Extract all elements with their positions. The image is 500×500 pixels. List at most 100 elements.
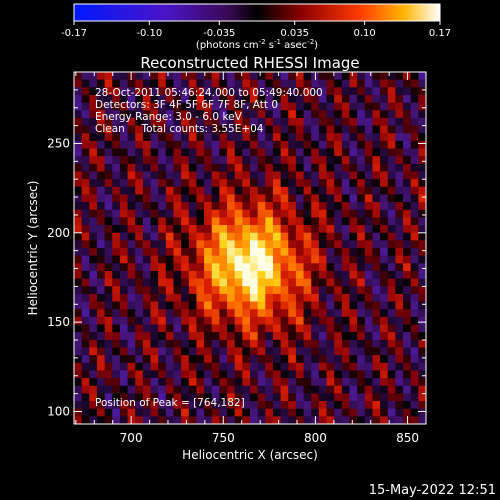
heatmap-cell: [204, 378, 213, 387]
heatmap-cell: [165, 324, 175, 333]
heatmap-cell: [380, 217, 389, 226]
heatmap-cell: [196, 385, 205, 394]
heatmap-cell: [288, 148, 297, 157]
heatmap-cell: [150, 309, 159, 318]
heatmap-cell: [410, 301, 419, 310]
heatmap-cell: [357, 117, 366, 127]
heatmap-cell: [387, 393, 396, 402]
heatmap-cell: [219, 324, 228, 333]
heatmap-cell: [211, 401, 220, 410]
heatmap-cell: [234, 72, 243, 81]
heatmap-cell: [89, 339, 98, 349]
heatmap-cell: [280, 179, 289, 188]
heatmap-cell: [234, 416, 243, 424]
heatmap-cell: [188, 110, 198, 119]
heatmap-cell: [142, 179, 152, 188]
heatmap-cell: [181, 293, 190, 303]
heatmap-cell: [119, 225, 129, 234]
heatmap-cell: [311, 179, 320, 188]
heatmap-cell: [211, 110, 220, 119]
heatmap-cell: [112, 225, 121, 234]
heatmap-cell: [410, 362, 419, 372]
heatmap-cell: [74, 217, 83, 226]
heatmap-cell: [395, 72, 404, 81]
heatmap-cell: [280, 332, 289, 341]
heatmap-cell: [242, 110, 251, 119]
heatmap-cell: [81, 301, 90, 310]
heatmap-cell: [318, 378, 328, 387]
heatmap-cell: [112, 316, 121, 326]
heatmap-cell: [165, 117, 175, 127]
heatmap-cell: [257, 248, 266, 257]
heatmap-cell: [165, 209, 175, 218]
heatmap-cell: [211, 332, 220, 341]
heatmap-cell: [196, 378, 205, 387]
heatmap-cell: [410, 332, 419, 341]
heatmap-cell: [387, 248, 396, 257]
heatmap-cell: [227, 309, 236, 318]
heatmap-cell: [119, 347, 129, 356]
heatmap-cell: [112, 79, 121, 88]
heatmap-cell: [250, 339, 259, 349]
heatmap-cell: [227, 117, 236, 127]
heatmap-cell: [318, 163, 328, 173]
heatmap-cell: [96, 301, 106, 310]
heatmap-cell: [265, 240, 274, 249]
heatmap-cell: [318, 393, 328, 402]
heatmap-cell: [403, 255, 412, 264]
heatmap-cell: [242, 248, 251, 257]
heatmap-cell: [334, 324, 343, 333]
heatmap-cell: [326, 293, 335, 303]
heatmap-cell: [104, 217, 113, 226]
heatmap-cell: [81, 286, 90, 295]
heatmap-cell: [119, 293, 129, 303]
heatmap-cell: [234, 140, 243, 150]
heatmap-cell: [104, 339, 113, 349]
heatmap-cell: [234, 117, 243, 127]
heatmap-cell: [295, 133, 305, 142]
peak-position-label: Position of Peak = [764,182]: [95, 397, 245, 409]
heatmap-cell: [372, 72, 381, 81]
heatmap-cell: [89, 217, 98, 226]
heatmap-cell: [173, 270, 182, 280]
heatmap-cell: [165, 263, 175, 272]
heatmap-cell: [372, 324, 381, 333]
heatmap-cell: [204, 355, 213, 364]
heatmap-cell: [410, 209, 419, 218]
heatmap-cell: [196, 408, 205, 417]
heatmap-cell: [280, 148, 289, 157]
heatmap-cell: [280, 355, 289, 364]
heatmap-cell: [250, 347, 259, 356]
heatmap-cell: [410, 255, 419, 264]
heatmap-cell: [158, 408, 167, 417]
heatmap-cell: [173, 339, 182, 349]
heatmap-cell: [142, 263, 152, 272]
heatmap-cell: [380, 202, 389, 211]
heatmap-cell: [372, 171, 381, 180]
heatmap-cell: [173, 156, 182, 165]
heatmap-cell: [112, 117, 121, 127]
heatmap-cell: [403, 263, 412, 272]
heatmap-cell: [142, 186, 152, 196]
heatmap-cell: [96, 202, 106, 211]
heatmap-cell: [150, 209, 159, 218]
heatmap-cell: [326, 270, 335, 280]
heatmap-cell: [158, 393, 167, 402]
heatmap-cell: [74, 140, 83, 150]
heatmap-cell: [334, 117, 343, 127]
heatmap-cell: [234, 355, 243, 364]
heatmap-cell: [280, 163, 289, 173]
heatmap-cell: [250, 232, 259, 241]
heatmap-cell: [288, 339, 297, 349]
heatmap-cell: [242, 385, 251, 394]
heatmap-cell: [364, 232, 374, 241]
heatmap-cell: [250, 133, 259, 142]
heatmap-cell: [380, 240, 389, 249]
heatmap-cell: [295, 378, 305, 387]
heatmap-cell: [326, 225, 335, 234]
heatmap-cell: [257, 225, 266, 234]
heatmap-cell: [395, 179, 404, 188]
heatmap-cell: [403, 94, 412, 104]
heatmap-cell: [372, 355, 381, 364]
heatmap-cell: [288, 385, 297, 394]
